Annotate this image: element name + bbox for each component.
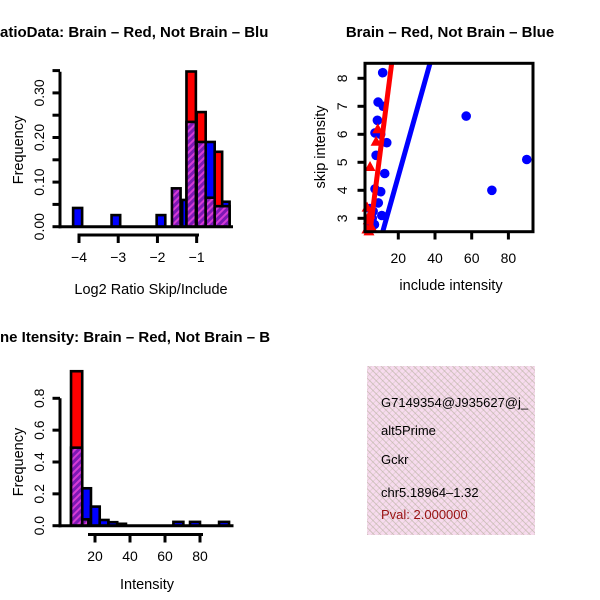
scatter-point-blue (461, 111, 471, 121)
y-tick-label: 5 (334, 158, 350, 166)
x-tick-label: 20 (391, 250, 407, 266)
y-tick-label: 7 (334, 102, 350, 110)
gene-hist-title: ne Itensity: Brain – Red, Not Brain – B (0, 329, 271, 346)
gene-hist-ylabel: Frequency (11, 427, 27, 497)
info-gene-id: G7149354@J935627@j_ (381, 395, 529, 410)
ratio-hist-ylabel: Frequency (11, 115, 27, 185)
scatter-point-blue (521, 154, 532, 165)
hist-bar (89, 505, 102, 527)
intensity-scatter: 20 40 60 80 3 4 5 6 7 8 (334, 61, 535, 266)
fit-line-blue (380, 62, 433, 233)
scatter-point-blue (375, 186, 386, 197)
y-tick-label: 0.6 (31, 420, 47, 440)
scatter-ylabel: skip intensity (313, 105, 329, 189)
y-tick-label: 0.20 (31, 124, 47, 151)
hist-bar (185, 120, 198, 228)
plot-box (363, 61, 535, 234)
scatter-xlabel: include intensity (399, 278, 503, 294)
info-event-type: alt5Prime (381, 423, 436, 438)
gene-intensity-histogram: 0.0 0.2 0.4 0.6 0.8 20 40 60 80 (31, 369, 234, 564)
x-tick-label: 40 (122, 548, 138, 564)
y-tick-label: 0.00 (31, 213, 47, 240)
y-tick-label: 0.10 (31, 168, 47, 195)
x-tick-label: −4 (71, 249, 87, 265)
hist-bar (71, 206, 84, 229)
hist-bar (170, 187, 182, 228)
x-tick-label: −3 (110, 249, 126, 265)
y-tick-label: 0.4 (31, 452, 47, 472)
x-tick-label: 60 (464, 250, 480, 266)
hist-bar (155, 213, 167, 229)
y-tick-label: 0.8 (31, 388, 47, 408)
y-tick-label: 0.0 (31, 516, 47, 536)
scatter-point-blue (381, 137, 392, 148)
y-tick-label: 4 (334, 186, 350, 194)
hist-bar (213, 204, 231, 229)
x-tick-label: 60 (157, 548, 173, 564)
info-pval: Pval: 2.000000 (381, 507, 468, 522)
hist-bar (204, 196, 217, 229)
gene-hist-xlabel: Intensity (120, 577, 174, 593)
scatter-point-blue (487, 185, 497, 196)
x-tick-label: 20 (87, 548, 103, 564)
y-tick-label: 8 (334, 74, 350, 82)
x-tick-label: −1 (189, 249, 205, 265)
x-tick-label: 80 (192, 548, 208, 564)
ratio-histogram: 0.00 0.10 0.20 0.30 −4 −3 −2 −1 (31, 69, 233, 265)
y-tick-label: 3 (334, 214, 350, 222)
y-tick-label: 0.2 (31, 484, 47, 504)
info-gene-symbol: Gckr (381, 452, 409, 467)
hist-bar (110, 213, 122, 229)
scatter-title: Brain – Red, Not Brain – Blue (345, 24, 555, 41)
x-tick-label: −2 (149, 249, 165, 265)
ratio-hist-xlabel: Log2 Ratio Skip/Include (74, 282, 228, 298)
scatter-point-blue (377, 67, 388, 78)
y-tick-label: 6 (334, 130, 350, 138)
scatter-point-blue (372, 115, 383, 126)
x-tick-label: 40 (427, 250, 443, 266)
info-locus: chr5.18964–1.32 (381, 485, 479, 500)
y-tick-label: 0.30 (31, 79, 47, 106)
x-tick-label: 80 (501, 250, 517, 266)
scatter-point-red (364, 161, 376, 171)
fit-line-red (367, 62, 395, 233)
scatter-point-blue (379, 168, 390, 179)
info-box: G7149354@J935627@j_ alt5Prime Gckr chr5.… (367, 366, 535, 535)
hist-bar (195, 140, 207, 229)
hist-bar (69, 446, 84, 528)
ratio-hist-title: atioData: Brain – Red, Not Brain – Blu (0, 24, 269, 41)
